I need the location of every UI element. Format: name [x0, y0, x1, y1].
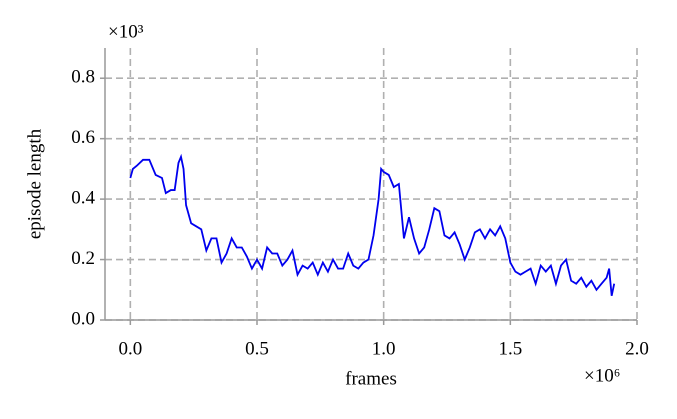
y-tick-label: 0.0	[71, 308, 95, 329]
x-tick-label: 0.0	[118, 338, 142, 359]
y-tick-label: 0.6	[71, 127, 95, 148]
y-tick-label: 0.2	[71, 248, 95, 269]
y-tick-label: 0.8	[71, 67, 95, 88]
x-tick-label: 1.0	[372, 338, 396, 359]
y-multiplier: ×10³	[108, 21, 144, 42]
x-multiplier: ×10⁶	[584, 365, 620, 386]
y-tick-label: 0.4	[71, 187, 95, 208]
y-axis-label: episode length	[24, 128, 45, 239]
x-tick-label: 1.5	[498, 338, 522, 359]
line-series	[129, 153, 616, 297]
x-axis-label: frames	[345, 368, 397, 389]
x-tick-label: 2.0	[625, 338, 649, 359]
x-tick-label: 0.5	[245, 338, 269, 359]
